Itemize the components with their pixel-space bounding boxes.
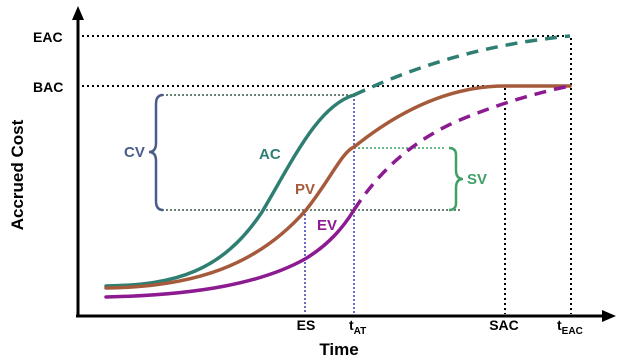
ac-curve-label: AC [259,146,281,163]
reference-lines [82,35,570,87]
ev-curve-label: EV [317,217,337,234]
eac-axis-label: EAC [33,29,63,45]
pv-curve-label: PV [295,181,315,198]
sac-axis-label: SAC [489,317,519,333]
t-at-base: t [349,317,354,333]
ac-curve-actual [104,93,356,288]
t-eac-base: t [557,317,562,333]
time-markers [304,38,572,314]
curves [104,34,572,299]
y-axis-title: Accrued Cost [8,119,27,230]
ev-curve-actual [104,208,356,299]
t-eac-subscript: EAC [562,326,583,337]
t-at-subscript: AT [354,326,367,337]
t-at-axis-label: tAT [349,317,366,337]
cv-dotted-box [162,94,460,211]
x-axis-arrowhead [602,310,616,322]
y-axis-arrowhead [72,6,84,20]
braces [148,93,464,212]
ac-curve-forecast [353,34,571,97]
ev-curve-forecast [352,84,571,211]
t-eac-axis-label: tEAC [557,317,583,337]
sv-label: SV [467,171,487,188]
sv-brace [448,146,464,212]
cv-brace [148,93,164,212]
bac-axis-label: BAC [33,79,63,95]
cv-label: CV [124,144,145,161]
axes [72,6,616,322]
x-axis-title: Time [319,340,358,359]
es-axis-label: ES [297,317,316,333]
pv-curve [104,84,572,290]
variance-guides [162,94,460,211]
